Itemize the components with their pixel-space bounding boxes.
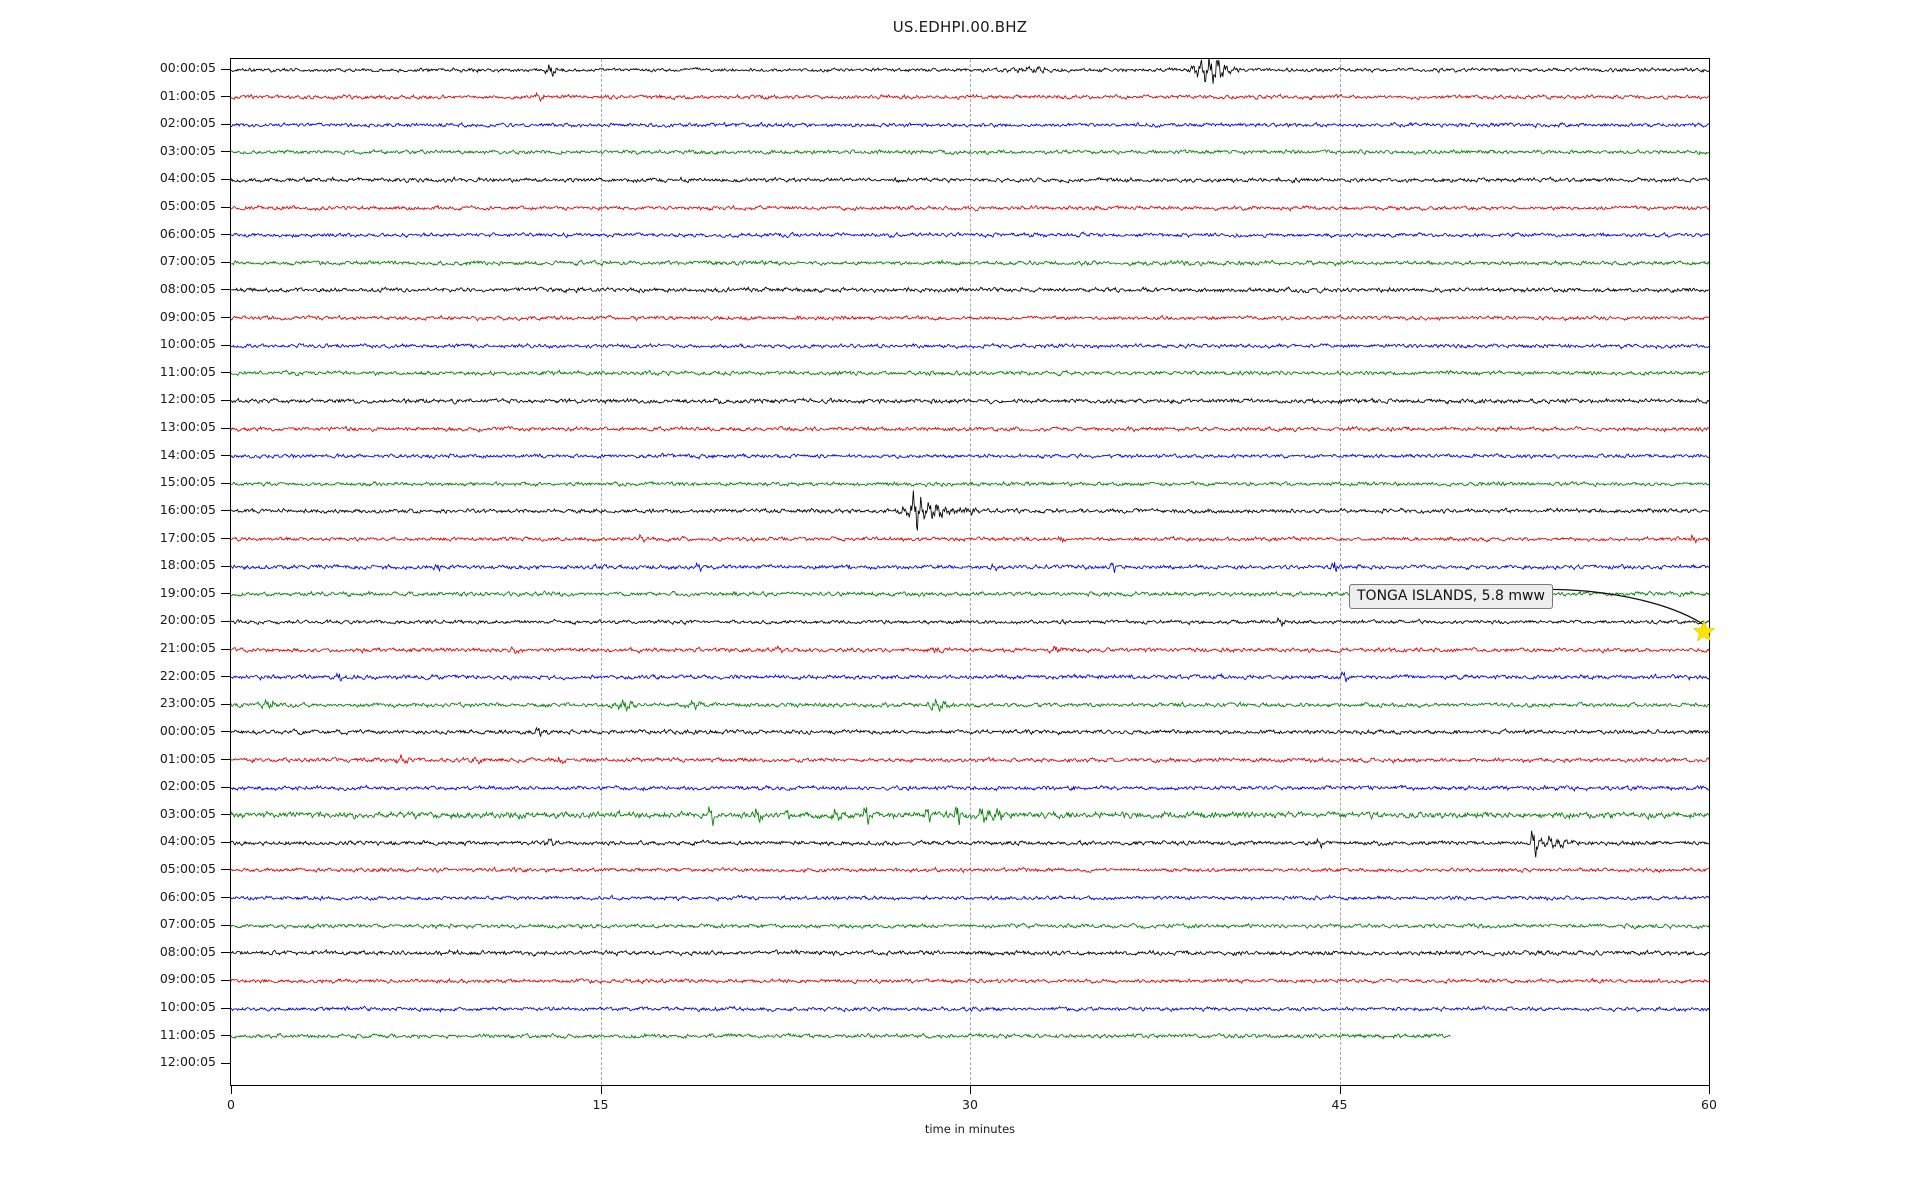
y-tick-label: 13:00:05	[159, 419, 216, 435]
y-tick-mark	[221, 924, 230, 926]
y-tick-mark	[221, 814, 230, 816]
y-tick-label: 09:00:05	[159, 308, 216, 324]
y-tick-mark	[221, 979, 230, 981]
y-tick-mark	[221, 1007, 230, 1009]
y-tick-label: 04:00:05	[159, 170, 216, 186]
y-tick-mark	[221, 731, 230, 733]
y-tick-label: 19:00:05	[159, 584, 216, 600]
y-tick-label: 10:00:05	[159, 999, 216, 1015]
y-tick-mark	[221, 372, 230, 374]
y-tick-mark	[221, 455, 230, 457]
y-tick-mark	[221, 1035, 230, 1037]
y-tick-label: 12:00:05	[159, 1054, 216, 1070]
y-tick-mark	[221, 1062, 230, 1064]
x-tick-label: 60	[1701, 1097, 1717, 1112]
y-tick-mark	[221, 676, 230, 678]
x-tick-label: 30	[962, 1097, 978, 1112]
event-annotation-label[interactable]: TONGA ISLANDS, 5.8 mww	[1349, 584, 1553, 610]
gridline-30	[970, 59, 971, 1085]
y-tick-label: 06:00:05	[159, 888, 216, 904]
gridline-15	[600, 59, 602, 1085]
plot-area	[230, 58, 1710, 1086]
y-tick-mark	[221, 841, 230, 843]
y-tick-label: 05:00:05	[159, 198, 216, 214]
y-tick-label: 11:00:05	[159, 1026, 216, 1042]
y-tick-mark	[221, 538, 230, 540]
y-tick-mark	[221, 703, 230, 705]
y-tick-mark	[221, 869, 230, 871]
y-tick-label: 02:00:05	[159, 115, 216, 131]
plot-clip	[231, 59, 1709, 1085]
y-tick-mark	[221, 317, 230, 319]
y-tick-mark	[221, 123, 230, 125]
x-axis-title: time in minutes	[924, 1122, 1016, 1136]
x-tick-label: 45	[1331, 1097, 1348, 1112]
y-tick-mark	[221, 482, 230, 484]
y-tick-label: 15:00:05	[159, 474, 216, 490]
y-tick-label: 03:00:05	[159, 805, 216, 821]
y-tick-mark	[221, 510, 230, 512]
y-tick-label: 00:00:05	[159, 722, 216, 738]
x-tick-label: 15	[592, 1097, 609, 1112]
y-tick-mark	[221, 344, 230, 346]
y-tick-label: 18:00:05	[159, 557, 216, 573]
y-tick-mark	[221, 952, 230, 954]
y-tick-label: 16:00:05	[159, 501, 216, 517]
y-tick-label: 21:00:05	[159, 640, 216, 656]
y-tick-mark	[221, 648, 230, 650]
y-tick-label: 10:00:05	[159, 336, 216, 352]
x-tick-mark	[1709, 1086, 1710, 1094]
y-tick-mark	[221, 759, 230, 760]
y-tick-mark	[221, 289, 230, 291]
y-tick-label: 11:00:05	[159, 363, 216, 379]
y-tick-label: 23:00:05	[159, 695, 216, 711]
y-tick-label: 02:00:05	[159, 778, 216, 794]
earthquake-star-icon	[1693, 620, 1715, 642]
y-tick-mark	[221, 399, 230, 401]
y-tick-label: 07:00:05	[159, 916, 216, 932]
y-tick-label: 14:00:05	[159, 446, 216, 462]
y-tick-label: 07:00:05	[159, 253, 216, 269]
y-tick-mark	[221, 178, 230, 180]
y-tick-label: 01:00:05	[159, 87, 216, 103]
x-tick-mark	[1339, 1086, 1341, 1094]
y-tick-label: 08:00:05	[159, 943, 216, 959]
y-tick-mark	[221, 261, 230, 263]
y-tick-label: 08:00:05	[159, 280, 216, 296]
y-tick-label: 03:00:05	[159, 142, 216, 158]
y-tick-mark	[221, 897, 230, 899]
y-tick-mark	[221, 206, 230, 208]
y-tick-mark	[221, 151, 230, 153]
gridline-45	[1339, 59, 1341, 1085]
y-tick-label: 22:00:05	[159, 667, 216, 683]
y-tick-mark	[221, 96, 230, 98]
y-tick-label: 09:00:05	[159, 971, 216, 987]
x-tick-mark	[970, 1086, 971, 1094]
y-tick-mark	[221, 593, 230, 595]
x-tick-mark	[231, 1086, 232, 1094]
y-tick-mark	[221, 427, 230, 429]
y-tick-label: 12:00:05	[159, 391, 216, 407]
y-tick-mark	[221, 68, 230, 70]
y-tick-label: 17:00:05	[159, 529, 216, 545]
y-tick-mark	[221, 234, 230, 236]
y-tick-label: 01:00:05	[159, 750, 216, 766]
y-tick-mark	[221, 565, 230, 567]
y-tick-label: 00:00:05	[159, 60, 216, 75]
y-tick-mark	[221, 786, 230, 788]
x-tick-label: 0	[227, 1097, 235, 1112]
y-tick-mark	[221, 620, 230, 622]
x-tick-mark	[600, 1086, 602, 1094]
y-tick-label: 04:00:05	[159, 833, 216, 849]
y-tick-label: 05:00:05	[159, 860, 216, 876]
y-tick-label: 20:00:05	[159, 612, 216, 628]
page-title: US.EDHPI.00.BHZ	[892, 18, 1028, 36]
y-tick-label: 06:00:05	[159, 225, 216, 241]
